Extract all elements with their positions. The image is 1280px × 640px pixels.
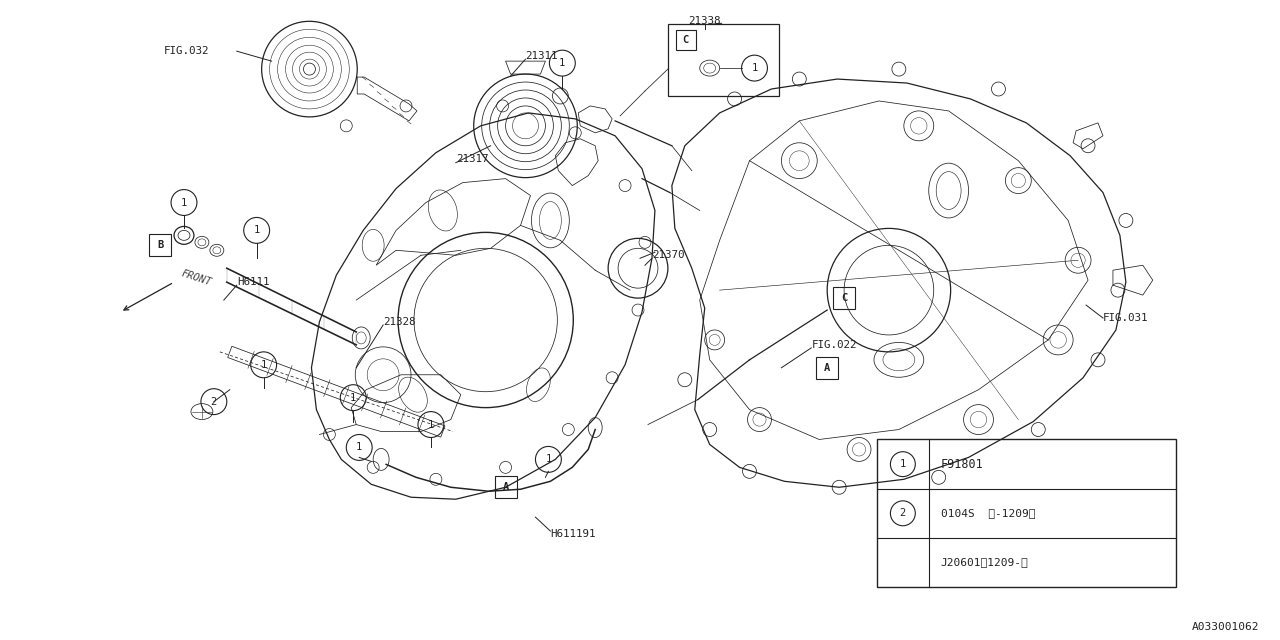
Text: F91801: F91801 xyxy=(941,458,983,470)
Text: 21311: 21311 xyxy=(526,51,558,61)
Text: 1: 1 xyxy=(559,58,566,68)
Text: 1: 1 xyxy=(751,63,758,73)
Text: A: A xyxy=(824,363,831,372)
Text: 1: 1 xyxy=(351,393,356,403)
Bar xyxy=(150,234,172,256)
Bar xyxy=(877,440,1175,587)
Text: FIG.022: FIG.022 xyxy=(812,340,856,350)
Text: 2: 2 xyxy=(211,397,218,406)
Text: A033001062: A033001062 xyxy=(1192,621,1260,632)
Text: FRONT: FRONT xyxy=(180,269,212,288)
Text: 1: 1 xyxy=(180,198,187,207)
Text: C: C xyxy=(841,293,847,303)
Text: J20601〈1209-〉: J20601〈1209-〉 xyxy=(941,557,1028,567)
Text: 21338: 21338 xyxy=(689,16,721,26)
Text: B: B xyxy=(157,241,164,250)
Text: 21317: 21317 xyxy=(456,154,488,164)
Text: 1: 1 xyxy=(261,360,266,370)
Text: 0104S  〈-1209〉: 0104S 〈-1209〉 xyxy=(941,508,1036,518)
Text: 1: 1 xyxy=(356,442,362,452)
Bar xyxy=(833,287,855,309)
Bar xyxy=(676,30,696,50)
Text: 1: 1 xyxy=(253,225,260,236)
Text: 21328: 21328 xyxy=(383,317,416,327)
Text: C: C xyxy=(682,35,689,45)
Text: A: A xyxy=(503,483,508,492)
Bar xyxy=(668,24,780,96)
Text: FIG.032: FIG.032 xyxy=(164,46,210,56)
Text: 1: 1 xyxy=(900,459,906,469)
Bar xyxy=(494,476,517,498)
Text: 1: 1 xyxy=(428,420,434,429)
Text: FIG.031: FIG.031 xyxy=(1103,313,1148,323)
Text: 1: 1 xyxy=(545,454,552,465)
Text: H6111: H6111 xyxy=(237,277,269,287)
Text: 21370: 21370 xyxy=(652,250,685,260)
Text: H611191: H611191 xyxy=(550,529,596,539)
Bar xyxy=(817,357,838,379)
Text: 2: 2 xyxy=(900,508,906,518)
